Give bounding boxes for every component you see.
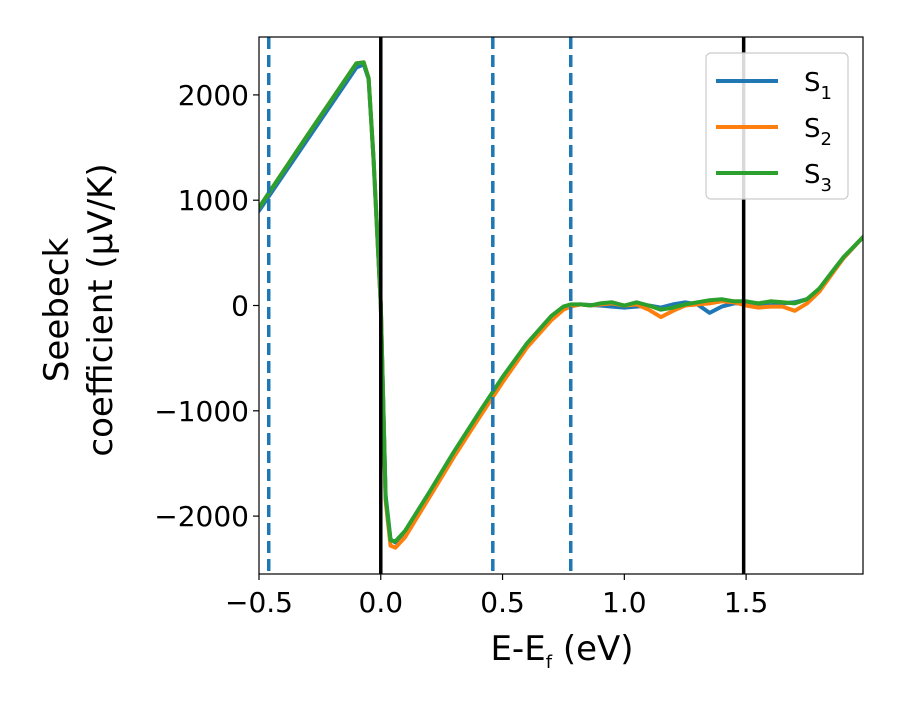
x-axis-label-main: E-E — [490, 629, 545, 669]
x-tick-label: −0.5 — [225, 586, 293, 619]
legend-label-subscript: 1 — [821, 83, 832, 104]
legend-label-subscript: 2 — [821, 129, 832, 150]
legend-label-main: S — [804, 68, 821, 98]
y-tick-label: −2000 — [154, 500, 249, 533]
y-axis-label-line1: Seebeck — [37, 238, 77, 383]
x-axis-label-unit: (eV) — [552, 629, 634, 669]
x-axis-label: E-Ef (eV) — [490, 629, 633, 673]
legend-label-main: S — [804, 114, 821, 144]
y-tick-label: 2000 — [178, 79, 249, 112]
x-tick-label: 1.0 — [602, 586, 647, 619]
legend-label-2: S2 — [804, 114, 832, 150]
x-tick-label: 0.0 — [359, 586, 404, 619]
x-tick-label: 1.5 — [724, 586, 769, 619]
axis-ticks: −0.5 0.0 0.5 1.0 1.5 2000 1000 0 −1000 −2000 — [154, 79, 768, 619]
legend-label-main: S — [804, 160, 821, 190]
series-line-3 — [259, 60, 863, 544]
y-tick-label: −1000 — [154, 395, 249, 428]
x-axis-label-subscript: f — [546, 652, 553, 673]
y-tick-label: 1000 — [178, 184, 249, 217]
legend-label-subscript: 3 — [821, 175, 832, 196]
y-axis-label-line2: coefficient (μV/K) — [81, 163, 121, 456]
x-tick-label: 0.5 — [480, 586, 525, 619]
legend-label-1: S1 — [804, 68, 832, 104]
legend-label-3: S3 — [804, 160, 832, 196]
y-tick-label: 0 — [231, 290, 249, 323]
